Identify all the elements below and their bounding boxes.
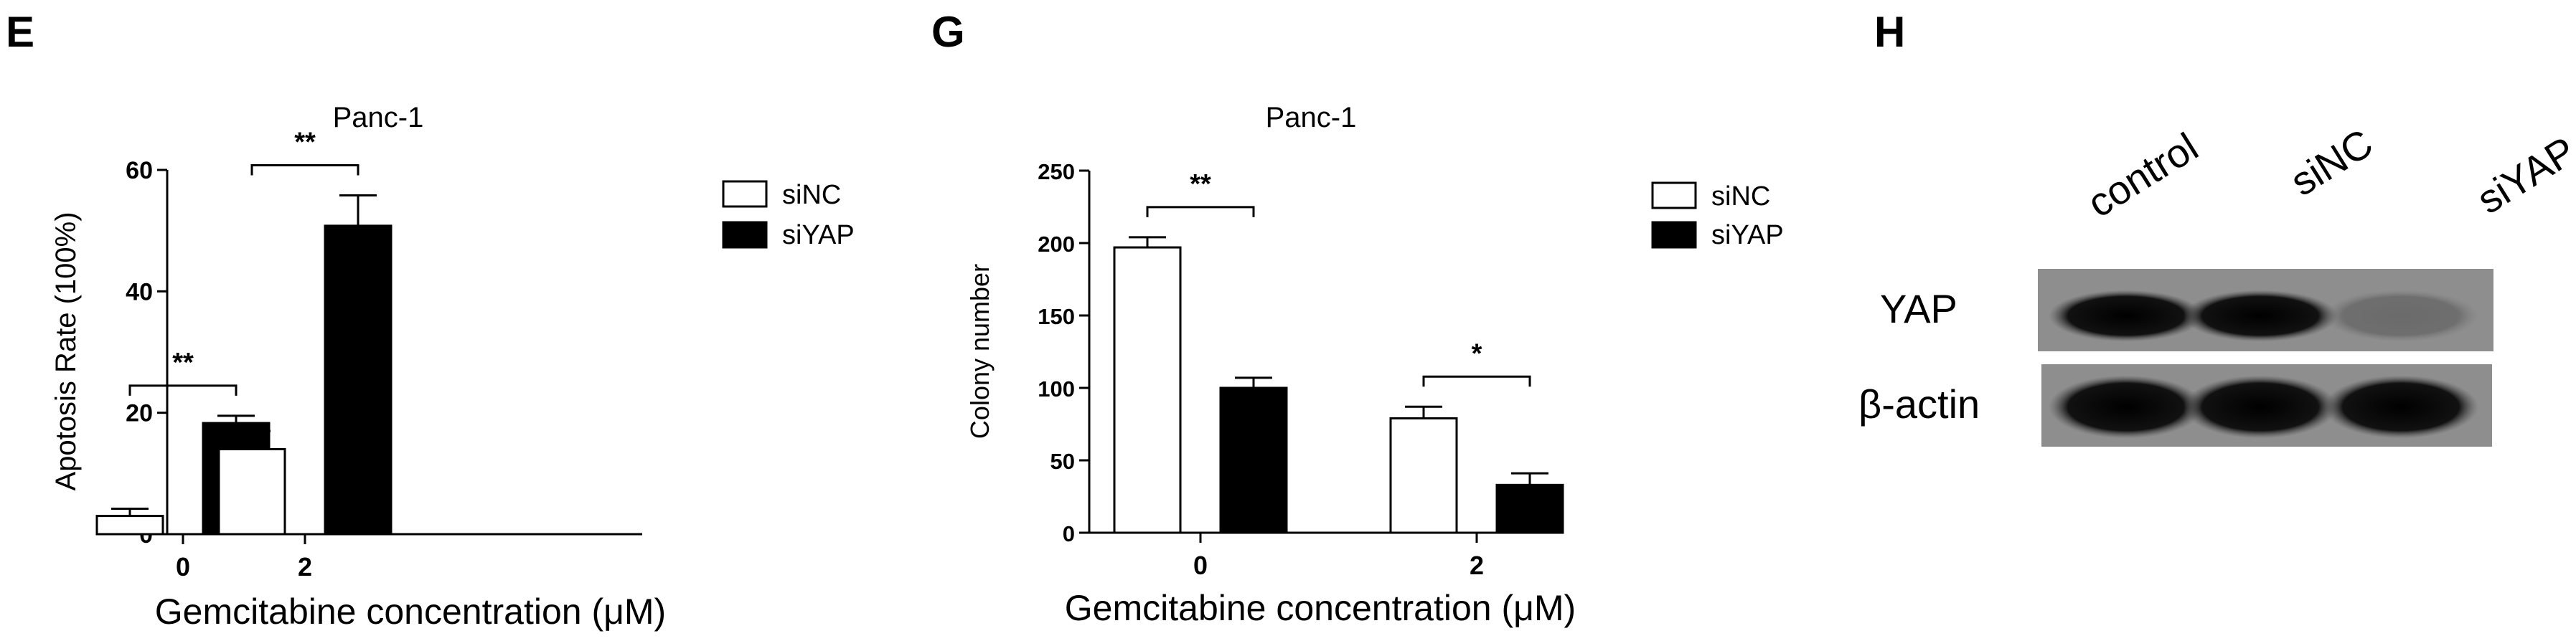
significance-label: *: [1472, 338, 1482, 369]
significance-bracket: [250, 164, 359, 176]
significance-bracket: [1146, 206, 1255, 217]
bar-sinc: [95, 515, 164, 536]
y-tick-label: 150: [1038, 304, 1075, 329]
x-tick-label: 0: [1193, 551, 1208, 580]
panel-g-legend-siyap-swatch: [1651, 221, 1697, 249]
significance-label: **: [294, 128, 316, 158]
panel-e-legend-sinc-swatch: [722, 180, 768, 208]
panel-e-legend-sinc-label: siNC: [782, 180, 841, 210]
y-tick-label: 50: [1050, 449, 1075, 474]
panel-e-legend-siyap-swatch: [722, 221, 768, 249]
panel-g-y-label: Colony number: [965, 264, 995, 439]
blot-row-label-yap: YAP: [1880, 286, 1957, 331]
significance-bracket: [1422, 375, 1531, 387]
panel-e-letter: E: [6, 8, 34, 56]
blot-image: [2038, 269, 2493, 447]
blot-lane-label-control: control: [2079, 124, 2206, 227]
blot-band: [2323, 290, 2478, 342]
bar-siyap: [1495, 483, 1564, 534]
panel-g: G Panc-1 Colony number Gemcitabine conce…: [931, 8, 1784, 628]
panel-g-legend-sinc-label: siNC: [1711, 181, 1770, 212]
bar-sinc: [217, 447, 286, 536]
panel-g-x-label: Gemcitabine concentration (μM): [1065, 588, 1576, 628]
y-tick-label: 200: [1038, 232, 1075, 257]
y-tick-label: 40: [126, 278, 153, 305]
panel-e-title: Panc-1: [333, 102, 424, 133]
y-tick-label: 100: [1038, 376, 1075, 402]
panel-g-legend-siyap-label: siYAP: [1711, 220, 1784, 250]
blot-lane-label-siyap: siYAP: [2469, 128, 2576, 222]
blot-band: [2323, 375, 2478, 439]
panel-g-title: Panc-1: [1266, 102, 1357, 133]
y-tick-label: 250: [1038, 159, 1075, 184]
panel-g-letter: G: [931, 8, 965, 56]
significance-bracket: [128, 384, 238, 396]
panel-h-letter: H: [1874, 8, 1905, 56]
panel-e-marks: 02040600**2**: [95, 128, 392, 581]
significance-label: **: [1190, 169, 1211, 199]
panel-e: E Panc-1 Apotosis Rate (100%) Gemcitabin…: [6, 8, 855, 632]
blot-band: [2183, 375, 2338, 439]
x-tick-label: 0: [176, 552, 190, 581]
panel-e-legend-siyap-label: siYAP: [782, 220, 855, 250]
y-tick-label: 0: [1063, 521, 1075, 546]
blot-lane-label-sinc: siNC: [2283, 120, 2380, 204]
x-tick-label: 2: [1470, 551, 1484, 580]
blot-band: [2049, 375, 2204, 439]
panel-e-x-label: Gemcitabine concentration (μM): [155, 592, 666, 632]
y-tick-label: 20: [126, 400, 153, 427]
y-tick-label: 60: [126, 157, 153, 184]
blot-band: [2183, 290, 2338, 342]
panel-h: H control siNC siYAP YAP β-actin: [1858, 8, 2576, 447]
panel-g-marks: 0 50 100 150 200 250 0 ** 2 *: [1038, 159, 1564, 580]
blot-row-label-beta-actin: β-actin: [1858, 381, 1980, 427]
bar-siyap: [324, 224, 392, 536]
bar-sinc: [1113, 246, 1182, 534]
panel-e-y-label: Apotosis Rate (100%): [50, 212, 82, 490]
blot-band: [2049, 290, 2204, 342]
bar-sinc: [1389, 417, 1458, 534]
panel-g-legend-sinc-swatch: [1651, 181, 1697, 209]
significance-label: **: [172, 348, 194, 378]
bar-siyap: [1219, 386, 1288, 534]
x-tick-label: 2: [298, 552, 312, 581]
